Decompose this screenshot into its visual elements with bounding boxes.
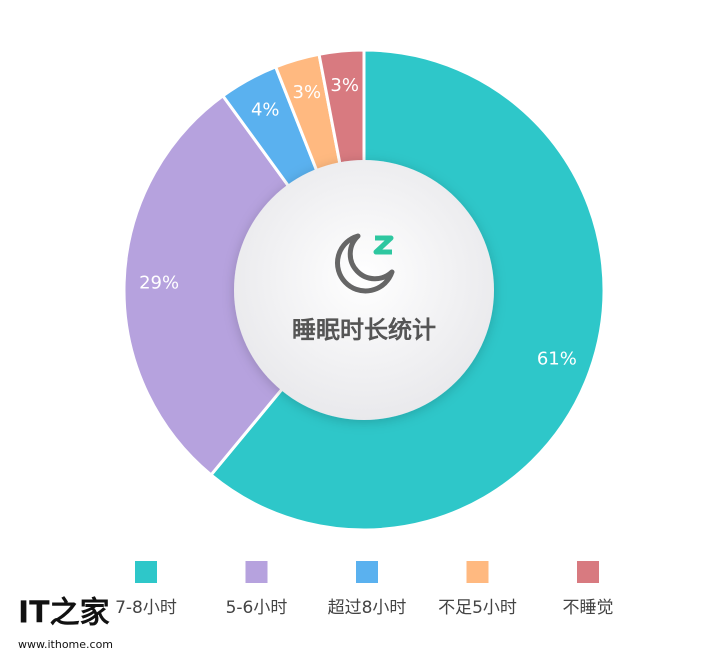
watermark-url: www.ithome.com xyxy=(18,638,113,651)
legend-label: 5-6小时 xyxy=(226,598,288,618)
legend-swatch xyxy=(466,561,489,583)
data-label: 29% xyxy=(139,273,179,294)
legend-label: 不睡觉 xyxy=(563,598,614,618)
watermark-logo: IT之家 xyxy=(18,596,110,631)
legend-swatch xyxy=(577,561,599,583)
data-label: 4% xyxy=(251,99,280,120)
legend-swatch xyxy=(135,561,157,583)
legend-swatch xyxy=(245,561,268,583)
slices: 61% 29% 4% 3% 3% xyxy=(122,48,606,532)
data-label: 61% xyxy=(537,348,577,369)
data-label: 3% xyxy=(330,75,359,96)
data-label: 3% xyxy=(293,82,322,103)
legend-swatch xyxy=(356,561,378,583)
legend-label: 7-8小时 xyxy=(115,598,177,618)
moon-icon xyxy=(335,233,395,294)
legend-label: 不足5小时 xyxy=(438,598,517,618)
legend-label: 超过8小时 xyxy=(328,598,407,618)
chart-title: 睡眠时长统计 xyxy=(292,316,436,344)
legend: 7-8小时 5-6小时 超过8小时 不足5小时 不睡觉 xyxy=(115,561,614,618)
